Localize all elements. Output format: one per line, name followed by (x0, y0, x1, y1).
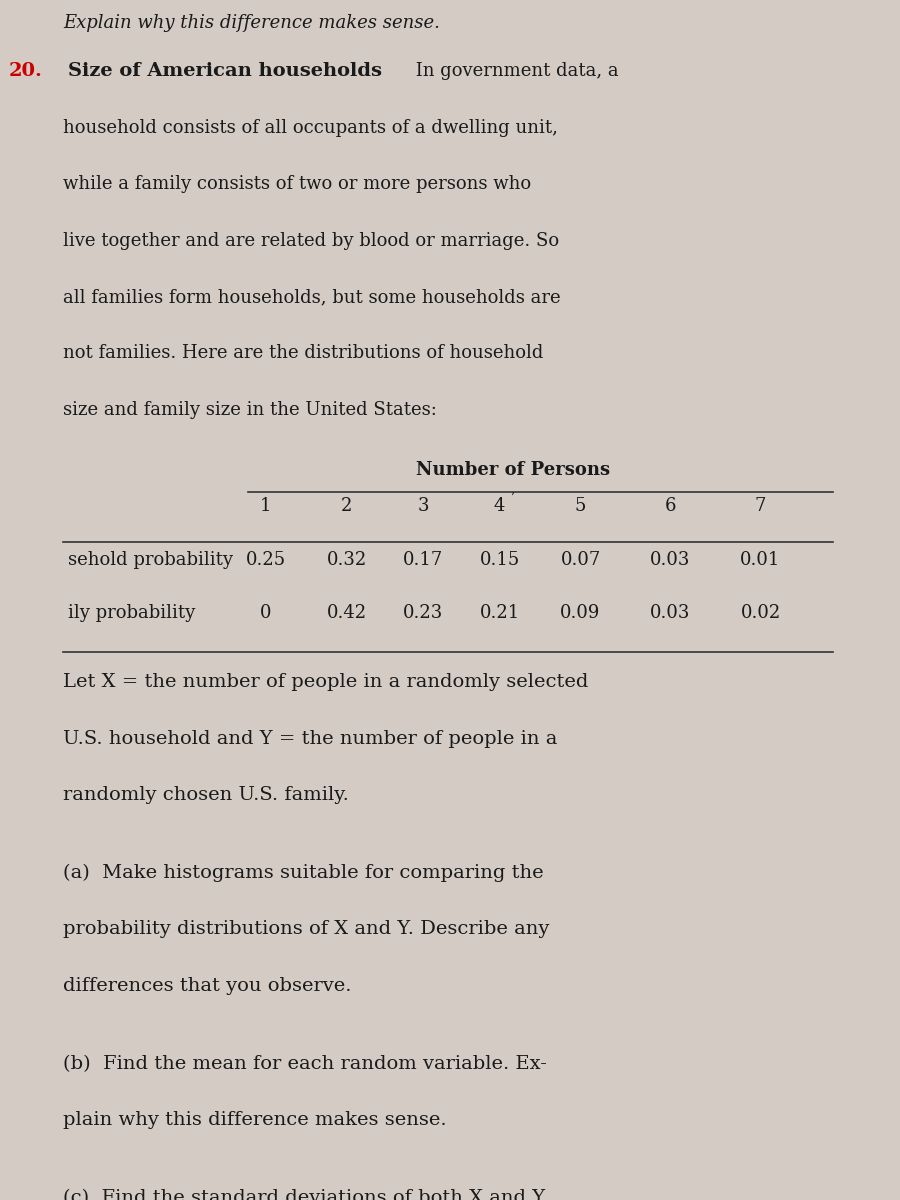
Text: 0.21: 0.21 (480, 604, 519, 622)
Text: 0.17: 0.17 (403, 551, 443, 569)
Text: all families form households, but some households are: all families form households, but some h… (63, 288, 561, 306)
Text: differences that you observe.: differences that you observe. (63, 977, 352, 995)
Text: 1: 1 (260, 497, 271, 515)
Text: In government data, a: In government data, a (410, 62, 618, 80)
Text: size and family size in the United States:: size and family size in the United State… (63, 401, 436, 419)
Text: 0.23: 0.23 (403, 604, 443, 622)
Text: 4: 4 (494, 497, 505, 515)
Text: 0.01: 0.01 (741, 551, 780, 569)
Text: 7: 7 (755, 497, 766, 515)
Text: 0.02: 0.02 (741, 604, 780, 622)
Text: (a)  Make histograms suitable for comparing the: (a) Make histograms suitable for compari… (63, 864, 544, 882)
Text: 6: 6 (665, 497, 676, 515)
Text: Explain why this difference makes sense.: Explain why this difference makes sense. (63, 14, 440, 32)
Text: Let X = the number of people in a randomly selected: Let X = the number of people in a random… (63, 673, 589, 691)
Text: 20.: 20. (9, 62, 43, 80)
Text: sehold probability: sehold probability (68, 551, 232, 569)
Text: (b)  Find the mean for each random variable. Ex-: (b) Find the mean for each random variab… (63, 1055, 547, 1073)
Text: 0: 0 (260, 604, 271, 622)
Text: while a family consists of two or more persons who: while a family consists of two or more p… (63, 175, 531, 193)
Text: not families. Here are the distributions of household: not families. Here are the distributions… (63, 344, 544, 362)
Text: (c)  Find the standard deviations of both X and Y.: (c) Find the standard deviations of both… (63, 1189, 549, 1200)
Text: 5: 5 (575, 497, 586, 515)
Text: 3: 3 (418, 497, 428, 515)
Text: 0.42: 0.42 (327, 604, 366, 622)
Text: 0.15: 0.15 (480, 551, 519, 569)
Text: live together and are related by blood or marriage. So: live together and are related by blood o… (63, 232, 559, 250)
Text: Size of American households: Size of American households (68, 62, 382, 80)
Text: 0.03: 0.03 (651, 604, 690, 622)
Text: 2: 2 (341, 497, 352, 515)
Text: 0.32: 0.32 (327, 551, 366, 569)
Text: 0.03: 0.03 (651, 551, 690, 569)
Text: U.S. household and Y = the number of people in a: U.S. household and Y = the number of peo… (63, 730, 557, 748)
Text: randomly chosen U.S. family.: randomly chosen U.S. family. (63, 786, 349, 804)
Text: ’: ’ (510, 492, 514, 505)
Text: ily probability: ily probability (68, 604, 194, 622)
Text: 0.07: 0.07 (561, 551, 600, 569)
Text: Number of Persons: Number of Persons (416, 461, 610, 479)
Text: plain why this difference makes sense.: plain why this difference makes sense. (63, 1111, 446, 1129)
Text: 0.25: 0.25 (246, 551, 285, 569)
Text: household consists of all occupants of a dwelling unit,: household consists of all occupants of a… (63, 119, 558, 137)
Text: probability distributions of X and Y. Describe any: probability distributions of X and Y. De… (63, 920, 549, 938)
Text: 0.09: 0.09 (561, 604, 600, 622)
